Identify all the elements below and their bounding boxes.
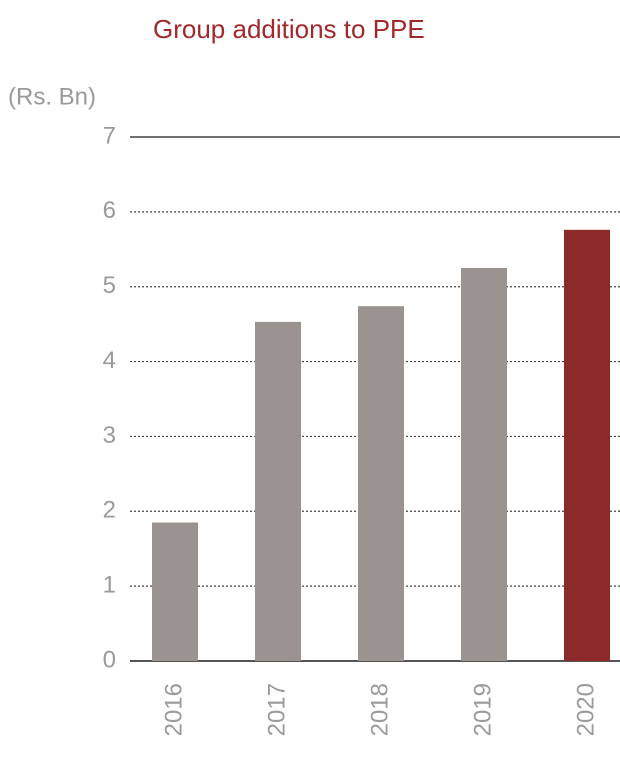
bar (461, 268, 507, 661)
y-axis-label: (Rs. Bn) (8, 83, 96, 110)
bar (358, 306, 404, 661)
y-tick-label: 7 (103, 122, 116, 149)
y-tick-label: 0 (103, 646, 116, 673)
x-tick-label: 2018 (366, 683, 393, 736)
bar (255, 321, 301, 661)
y-tick-label: 1 (103, 571, 116, 598)
y-tick-label: 3 (103, 422, 116, 449)
x-tick-label: 2019 (469, 683, 496, 736)
y-tick-label: 5 (103, 272, 116, 299)
x-tick-label: 2020 (572, 683, 599, 736)
chart-title: Group additions to PPE (153, 14, 425, 44)
y-tick-label: 4 (103, 347, 116, 374)
y-tick-label: 6 (103, 197, 116, 224)
x-tick-label: 2017 (263, 683, 290, 736)
bar (564, 229, 610, 661)
y-tick-label: 2 (103, 497, 116, 524)
x-tick-label: 2016 (160, 683, 187, 736)
bar (152, 522, 198, 661)
